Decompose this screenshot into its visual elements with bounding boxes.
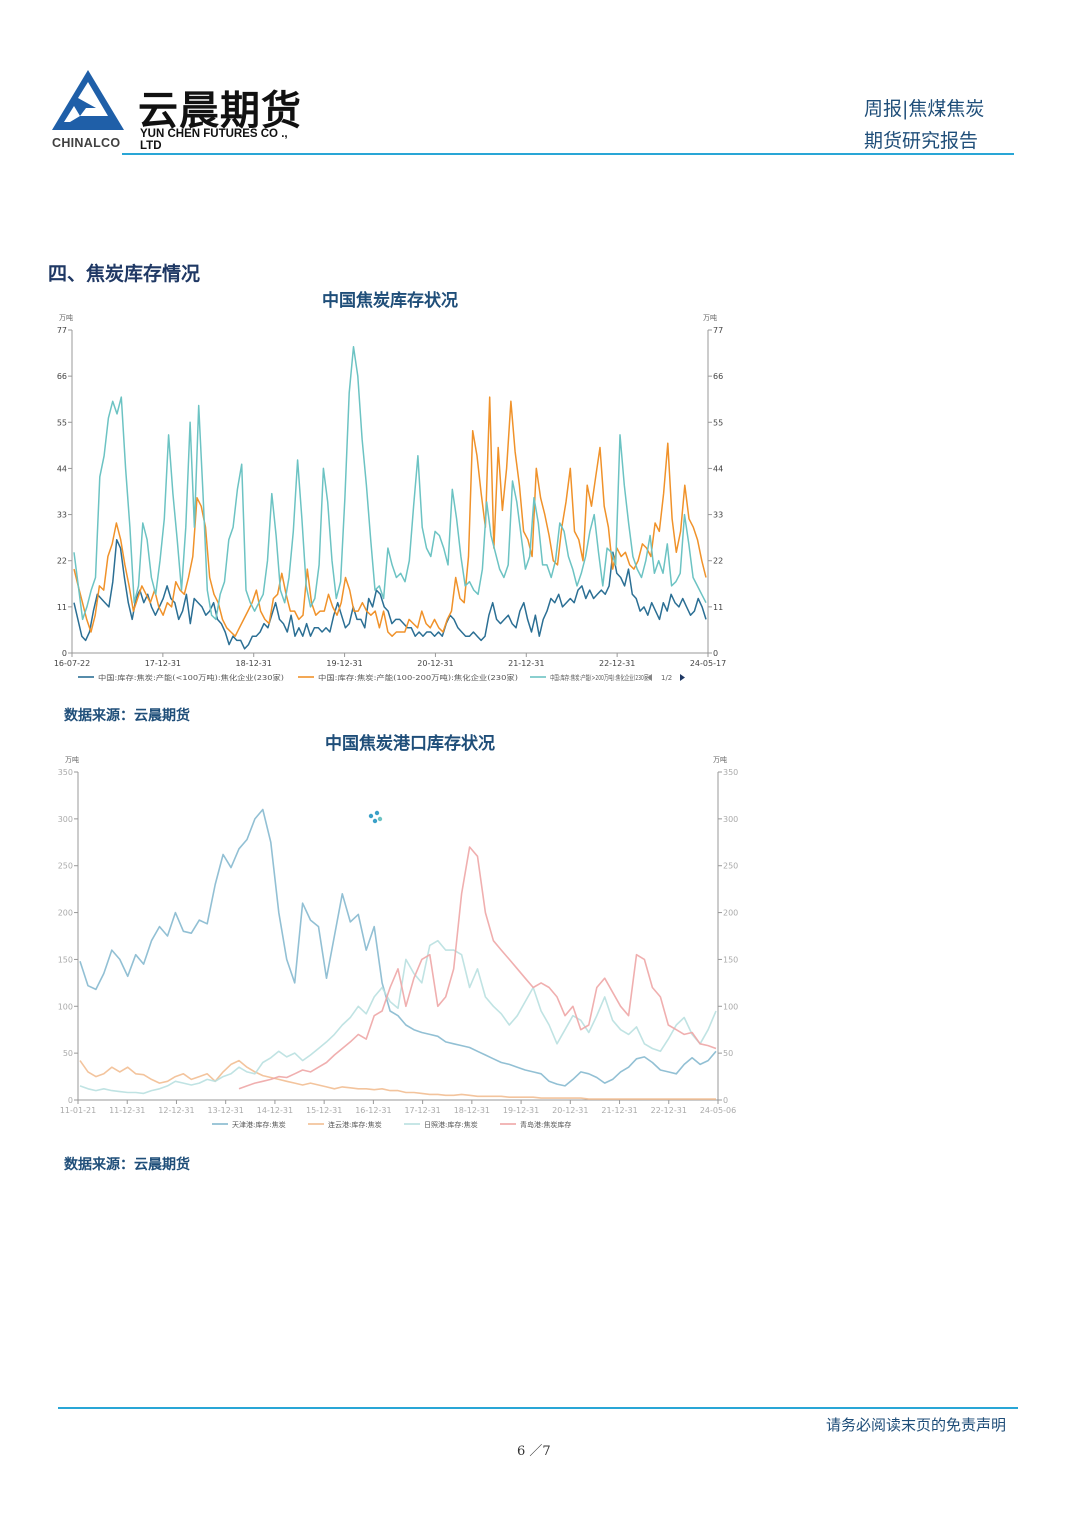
legend-next-icon [680,674,685,681]
y-tick-label-right: 0 [713,649,718,658]
x-tick-label: 16-12-31 [355,1106,391,1115]
unit-label-right: 万吨 [713,755,727,764]
legend-label: 中国:库存:焦炭:产能(100-200万吨):焦化企业(230家) [318,673,518,682]
y-tick-label-right: 0 [723,1096,728,1105]
data-source-note: 数据来源：云晨期货 [64,1157,190,1173]
y-tick-label-left: 200 [58,909,73,918]
report-type: 周报|焦煤焦炭 [864,98,985,120]
legend-prev-icon [647,674,652,681]
legend-label: 中国:库存:焦炭:产能(>200万吨):焦化企业(230家) [550,673,650,682]
page-number: 6 ／7 [517,1444,551,1459]
series-line [79,1059,716,1100]
marker-dot [374,810,380,816]
x-tick-label: 18-12-31 [454,1106,490,1115]
marker-dot [377,816,383,822]
x-tick-label: 18-12-31 [236,659,272,668]
coke-port-inventory-chart: 万吨 万吨 0 0 50 50 100 100 150 150 200 200 250 250 300 300… [58,755,739,1129]
y-tick-label-right: 300 [723,815,738,824]
y-tick-label-left: 350 [58,768,73,777]
y-tick-label-left: 55 [57,418,67,427]
series-line [79,939,717,1095]
y-tick-label-right: 44 [713,464,723,473]
y-tick-label-left: 0 [68,1096,73,1105]
series-line [73,538,707,650]
series-line [73,346,707,621]
y-tick-label-left: 250 [58,862,73,871]
x-tick-label: 12-12-31 [158,1106,194,1115]
y-tick-label-right: 350 [723,768,738,777]
chart-title: 中国焦炭库存状况 [322,291,458,311]
series-line [73,396,707,637]
y-tick-label-right: 50 [723,1049,733,1058]
series-line [238,846,717,1090]
y-tick-label-right: 150 [723,955,738,964]
header-rule [122,153,1014,155]
y-tick-label-right: 250 [723,862,738,871]
x-tick-label: 14-12-31 [257,1106,293,1115]
legend-label: 天津港:库存:焦炭 [232,1120,286,1129]
y-tick-label-right: 200 [723,909,738,918]
logo-mark-text: CHINALCO [52,136,121,150]
x-tick-label: 17-12-31 [404,1106,440,1115]
unit-label-right: 万吨 [703,313,717,322]
chart-title: 中国焦炭港口库存状况 [325,734,495,754]
x-tick-label: 19-12-31 [326,659,362,668]
y-tick-label-right: 22 [713,557,723,566]
x-tick-label: 22-12-31 [651,1106,687,1115]
x-tick-label: 15-12-31 [306,1106,342,1115]
y-tick-label-left: 33 [57,511,67,520]
y-tick-label-left: 150 [58,955,73,964]
y-tick-label-left: 0 [62,649,67,658]
y-tick-label-right: 100 [723,1002,738,1011]
y-tick-label-left: 44 [57,464,67,473]
y-tick-label-left: 66 [57,372,67,381]
y-tick-label-left: 11 [57,603,67,612]
x-tick-label: 20-12-31 [552,1106,588,1115]
disclaimer-note: 请务必阅读末页的免责声明 [826,1416,1007,1434]
legend-page-label: 1/2 [661,674,672,682]
unit-label-left: 万吨 [65,755,79,764]
legend-label: 中国:库存:焦炭:产能(<100万吨):焦化企业(230家) [98,673,284,682]
data-source-note: 数据来源：云晨期货 [64,708,190,724]
x-tick-label: 17-12-31 [145,659,181,668]
legend-label: 青岛港:焦炭库存 [520,1120,571,1129]
x-tick-label: 22-12-31 [599,659,635,668]
x-tick-label: 21-12-31 [601,1106,637,1115]
y-tick-label-right: 55 [713,418,723,427]
marker-dot [368,813,374,819]
y-tick-label-left: 50 [63,1049,73,1058]
legend-label: 连云港:库存:焦炭 [328,1120,382,1129]
x-tick-label: 16-07-22 [54,659,90,668]
y-tick-label-right: 66 [713,372,723,381]
y-tick-label-left: 300 [58,815,73,824]
y-tick-label-right: 77 [713,326,723,335]
logo-chinese-name: 云晨期货 [138,88,302,134]
unit-label-left: 万吨 [59,313,73,322]
logo-english-name: YUN CHEN FUTURES CO ., LTD [140,128,288,152]
series-line [79,808,717,1087]
x-tick-label: 24-05-06 [700,1106,736,1115]
marker-dot [372,818,378,824]
y-tick-label-right: 33 [713,511,723,520]
y-tick-label-left: 100 [58,1002,73,1011]
y-tick-label-right: 11 [713,603,723,612]
logo-mark-icon [52,70,124,130]
x-tick-label: 13-12-31 [208,1106,244,1115]
legend-label: 日照港:库存:焦炭 [424,1120,478,1129]
x-tick-label: 20-12-31 [417,659,453,668]
x-tick-label: 11-01-21 [60,1106,96,1115]
y-tick-label-left: 22 [57,557,67,566]
footer-rule [58,1407,1018,1409]
x-tick-label: 11-12-31 [109,1106,145,1115]
section-title: 四、焦炭库存情况 [48,263,201,285]
company-logo: CHINALCO 云晨期货 YUN CHEN FUTURES CO ., LTD [50,68,310,154]
report-subtitle: 期货研究报告 [864,130,979,152]
x-tick-label: 24-05-17 [690,659,726,668]
x-tick-label: 21-12-31 [508,659,544,668]
coke-inventory-chart: 万吨 万吨 0 0 11 11 22 22 33 33 44 44 55 55 66 66 77 77 16-07-… [54,313,726,682]
y-tick-label-left: 77 [57,326,67,335]
x-tick-label: 19-12-31 [503,1106,539,1115]
